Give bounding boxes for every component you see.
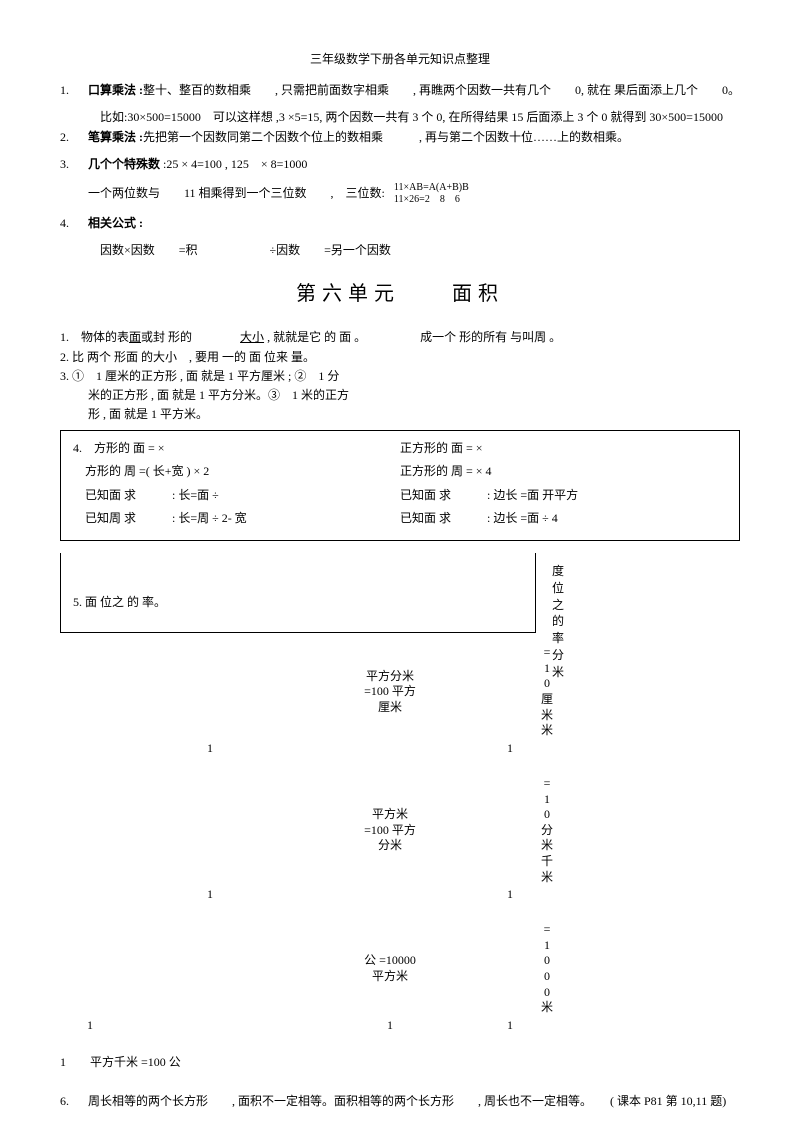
item-1-text: 整十、整百的数相乘 , 只需把前面数字相乘 , 再瞧两个因数一共有几个 0, 就… [143, 83, 740, 97]
conv2-right: =10分米千米 [540, 776, 554, 885]
conv-row-2: 平方米=100 平方分米 =10分米千米 [60, 776, 740, 885]
item-3-sub: 一个两位数与 11 相乘得到一个三位数 , 三位数: 11×AB=A(A+B)B… [60, 182, 740, 206]
s1a: 1. 物体的表 [60, 330, 129, 344]
section-2-3c: 形 , 面 就是 1 平方米。 [60, 405, 740, 424]
conv2-one-a: 1 [120, 885, 300, 904]
conv1-one-b: 1 [480, 739, 540, 758]
conv3-one-a: 1 [60, 1016, 120, 1035]
item-1-label: 口算乘法 : [88, 83, 143, 97]
box-r2b: 正方形的 周 = × 4 [400, 462, 727, 481]
section-2-3a: 3. ① 1 厘米的正方形 , 面 就是 1 平方厘米 ; ② 1 分 [60, 367, 740, 386]
item-6-num: 6. [60, 1092, 88, 1111]
conv3-one-b: 1 [300, 1016, 480, 1035]
s1b: 或封 形的 [141, 330, 240, 344]
box-r2a: 方形的 周 =( 长+宽 ) × 2 [73, 462, 400, 481]
item-6: 6. 周长相等的两个长方形 , 面积不一定相等。面积相等的两个长方形 , 周长也… [60, 1092, 740, 1111]
box-r4b: 已知面 求 : 边长 =面 ÷ 4 [400, 509, 727, 528]
conv-row-3: 公 =10000平方米 =1000米 [60, 922, 740, 1016]
conv-final: 1 平方千米 =100 公 [60, 1053, 740, 1072]
formula-stack: 11×AB=A(A+B)B 11×26=2 8 6 [394, 182, 469, 206]
page-title: 三年级数学下册各单元知识点整理 [60, 50, 740, 69]
conv2-one-b: 1 [480, 885, 540, 904]
conv2-mid: 平方米=100 平方分米 [300, 807, 480, 854]
conv1-mid: 平方分米=100 平方厘米 [300, 669, 480, 716]
box-r1b: 正方形的 面 = × [400, 439, 727, 458]
conv1-one-a: 1 [120, 739, 300, 758]
conv-row-1: 平方分米=100 平方厘米 =10厘米米 [60, 645, 740, 739]
unit-title: 第六单元 面积 [60, 278, 740, 310]
formula-2: 11×26=2 8 6 [394, 194, 469, 206]
item-2-label: 笔算乘法 : [88, 130, 143, 144]
box2-label: 5. 面 位之 的 率。 [73, 593, 523, 612]
item-4-text: 因数×因数 =积 ÷因数 =另一个因数 [60, 241, 740, 260]
box-r3a: 已知面 求 : 长=面 ÷ [73, 486, 400, 505]
section-2-1: 1. 物体的表面或封 形的 大小 , 就就是它 的 面 。 成一个 形的所有 与… [60, 328, 740, 347]
box2-vert: 度位之的率分米 [551, 563, 565, 681]
conv3-one-c: 1 [480, 1016, 540, 1035]
conv3-right: =1000米 [540, 922, 554, 1016]
item-3-sub-text: 一个两位数与 11 相乘得到一个三位数 , 三位数: [88, 186, 385, 200]
box-r3b: 已知面 求 : 边长 =面 开平方 [400, 486, 727, 505]
item-2: 2. 笔算乘法 :先把第一个因数同第二个因数个位上的数相乘 , 再与第二个因数十… [60, 128, 740, 147]
section-2-2: 2. 比 两个 形面 的大小 , 要用 一的 面 位来 量。 [60, 348, 740, 367]
section-2-3b: 米的正方形 , 面 就是 1 平方分米。③ 1 米的正方 [60, 386, 740, 405]
item-3-num: 3. [60, 155, 88, 174]
s1c: , 就就是它 的 面 。 成一个 形的所有 与叫周 。 [264, 330, 561, 344]
item-2-num: 2. [60, 128, 88, 147]
rate-box: 5. 面 位之 的 率。 度位之的率分米 [60, 553, 536, 633]
box-r1a: 4. 方形的 面 = × [73, 439, 400, 458]
s1u2: 大小 [240, 330, 264, 344]
conv3-mid: 公 =10000平方米 [300, 953, 480, 984]
formula-box: 4. 方形的 面 = × 正方形的 面 = × 方形的 周 =( 长+宽 ) ×… [60, 430, 740, 541]
item-4: 4. 相关公式 : [60, 214, 740, 233]
s1u: 面 [129, 330, 141, 344]
item-3-label: 几个个特殊数 [88, 157, 160, 171]
item-1: 1. 口算乘法 :整十、整百的数相乘 , 只需把前面数字相乘 , 再瞧两个因数一… [60, 81, 740, 100]
item-1-example: 比如:30×500=15000 可以这样想 ,3 ×5=15, 两个因数一共有 … [60, 108, 740, 127]
box-r4a: 已知周 求 : 长=周 ÷ 2- 宽 [73, 509, 400, 528]
item-4-num: 4. [60, 214, 88, 233]
item-6-text: 周长相等的两个长方形 , 面积不一定相等。面积相等的两个长方形 , 周长也不一定… [88, 1092, 740, 1111]
item-2-text: 先把第一个因数同第二个因数个位上的数相乘 , 再与第二个因数十位……上的数相乘。 [143, 130, 629, 144]
conversion-section: 平方分米=100 平方厘米 =10厘米米 1 1 平方米=100 平方分米 =1… [60, 645, 740, 1072]
item-3: 3. 几个个特殊数 :25 × 4=100 , 125 × 8=1000 [60, 155, 740, 174]
formula-1: 11×AB=A(A+B)B [394, 182, 469, 194]
item-1-num: 1. [60, 81, 88, 100]
item-4-label: 相关公式 : [88, 216, 143, 230]
item-3-text: :25 × 4=100 , 125 × 8=1000 [160, 157, 307, 171]
